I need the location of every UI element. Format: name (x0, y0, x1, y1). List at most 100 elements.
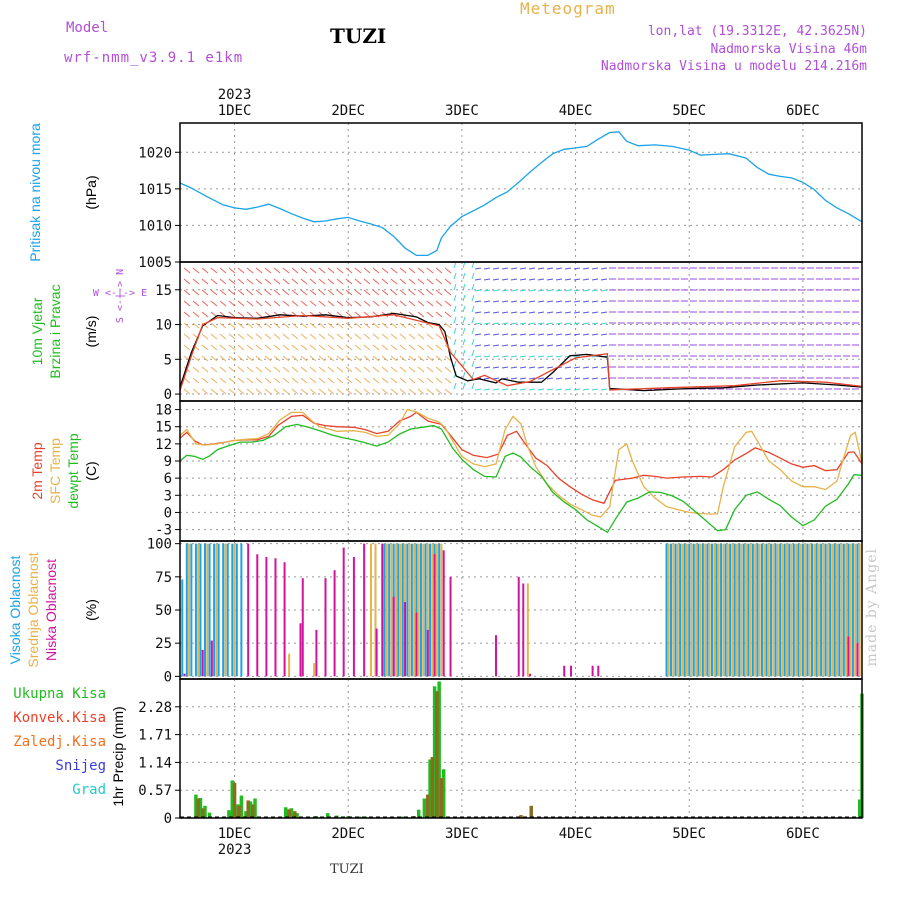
wind-arrow (282, 322, 290, 329)
wind-arrow (327, 355, 335, 362)
y-tick-label: 75 (155, 570, 172, 586)
wind-arrow (264, 267, 272, 274)
wind-arrow (600, 388, 608, 391)
wind-arrow (501, 366, 509, 369)
wind-arrow (528, 366, 536, 369)
wind-arrow (327, 333, 335, 340)
wind-arrow (264, 289, 272, 296)
bar (235, 543, 238, 677)
wind-arrow (474, 322, 482, 325)
wind-arrow (510, 388, 518, 391)
wind-arrow (462, 360, 466, 368)
series-line (179, 312, 863, 392)
wind-arrow (309, 366, 317, 373)
bar (724, 543, 727, 677)
wind-arrow (246, 344, 254, 351)
wind-arrow (363, 377, 371, 384)
wind-arrow (273, 333, 281, 340)
wind-arrow (510, 377, 518, 380)
wind-arrow (345, 300, 353, 307)
wind-arrow (282, 377, 290, 384)
bar (670, 543, 673, 677)
bar (701, 543, 704, 677)
wind-arrow (363, 267, 371, 274)
bar (754, 543, 757, 677)
bar (190, 543, 193, 677)
bar (854, 543, 857, 677)
legend-label: Snijeg (55, 758, 106, 774)
bar (781, 543, 784, 677)
wind-arrow (345, 388, 353, 395)
wind-arrow (210, 267, 218, 274)
wind-arrow (255, 267, 263, 274)
wind-arrow (492, 377, 500, 380)
bar (765, 543, 768, 677)
bar (199, 543, 202, 677)
wind-arrow (435, 278, 443, 285)
panel-frame (179, 678, 863, 819)
wind-arrow (246, 289, 254, 296)
x-tick-label-top: 6DEC (786, 103, 820, 119)
wind-arrow (291, 322, 299, 329)
wind-arrow (471, 360, 475, 368)
wind-arrow (417, 267, 425, 274)
wind-arrow (309, 377, 317, 384)
wind-arrow (519, 278, 527, 281)
bar (799, 543, 802, 677)
wind-arrow (354, 333, 362, 340)
bar (397, 543, 400, 677)
bar (824, 543, 827, 677)
wind-arrow (273, 355, 281, 362)
bar (563, 665, 566, 677)
wind-arrow (426, 344, 434, 351)
wind-arrow (327, 300, 335, 307)
wind-arrow (582, 278, 590, 281)
wind-arrow (510, 333, 518, 336)
wind-arrow (318, 300, 326, 307)
wind-arrow (273, 388, 281, 395)
y-tick-label: 0 (164, 387, 172, 403)
wind-arrow (537, 344, 545, 347)
wind-arrow (546, 300, 554, 303)
bar (203, 805, 207, 818)
bar (681, 543, 684, 677)
x-tick-label-top: 3DEC (445, 103, 479, 119)
wind-arrow (300, 267, 308, 274)
wind-arrow (237, 344, 245, 351)
y-tick-label: 0 (164, 505, 172, 521)
bar (494, 635, 497, 677)
wind-arrow (210, 377, 218, 384)
wind-arrow (183, 311, 191, 318)
wind-arrow (219, 333, 227, 340)
x-tick-label-bottom: 1DEC (218, 826, 252, 842)
wind-arrow (501, 322, 509, 325)
x-tick-label-top: 1DEC (218, 103, 252, 119)
wind-arrow (282, 355, 290, 362)
wind-arrow (228, 355, 236, 362)
wind-arrow (219, 278, 227, 285)
wind-arrow (564, 278, 572, 281)
bar (419, 543, 422, 677)
wind-arrow (273, 322, 281, 329)
wind-arrow (501, 289, 509, 292)
bar (240, 543, 243, 677)
wind-arrow (237, 278, 245, 285)
y-tick-label: 1015 (138, 182, 172, 198)
panel-label: Srednja Oblacnost (25, 552, 41, 667)
wind-arrow (573, 388, 581, 391)
bar (699, 543, 702, 677)
wind-arrow (600, 289, 608, 292)
wind-arrow (408, 388, 416, 395)
wind-arrow (219, 344, 227, 351)
wind-arrow (519, 311, 527, 314)
wind-arrow (564, 267, 572, 270)
y-tick-label: 25 (155, 636, 172, 652)
bar (742, 543, 745, 677)
wind-arrow (555, 355, 563, 358)
bar (408, 543, 411, 677)
wind-arrow (237, 355, 245, 362)
wind-arrow (228, 333, 236, 340)
wind-arrow (327, 344, 335, 351)
wind-arrow (183, 344, 191, 351)
wind-arrow (471, 382, 475, 390)
